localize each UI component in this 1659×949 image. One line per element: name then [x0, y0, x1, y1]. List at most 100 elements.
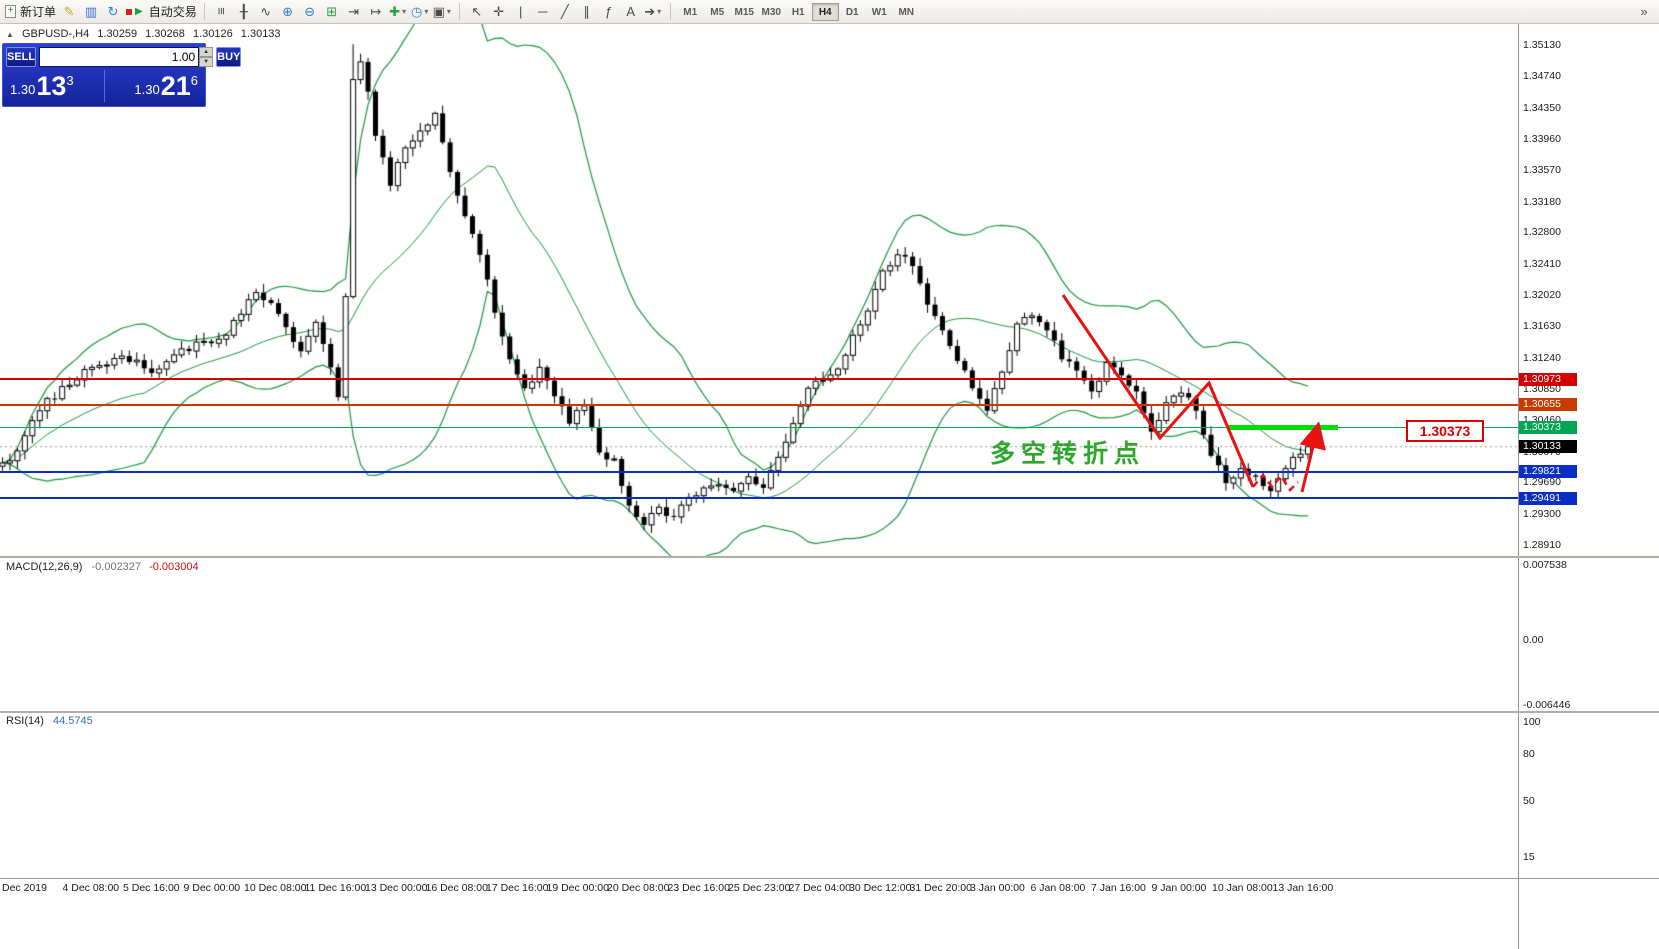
market-watch-icon[interactable]: ▥	[80, 2, 102, 22]
toolbar-overflow-icon[interactable]: »	[1633, 2, 1655, 22]
dropdown-caret-icon[interactable]: ▾	[402, 7, 407, 17]
buy-price-big: 21	[160, 70, 191, 101]
chart-icon: ▲	[6, 30, 14, 39]
date-axis-label: 9 Jan 00:00	[1151, 882, 1207, 894]
price-axis-tick: 1.29690	[1523, 476, 1561, 489]
hline-1.30655[interactable]	[0, 403, 1518, 406]
zoom-in-icon[interactable]: ⊕	[277, 2, 299, 22]
hline-1.29491[interactable]	[0, 497, 1518, 500]
sell-button[interactable]: SELL	[6, 47, 37, 67]
volume-decrease-button[interactable]: ▼	[199, 57, 214, 67]
autotrading-play-icon: ▶	[135, 6, 143, 17]
volume-box: ▲ ▼	[39, 47, 214, 67]
hline-1.29821[interactable]	[0, 470, 1518, 473]
date-axis-label: 7 Jan 16:00	[1091, 882, 1146, 894]
timeframe-d1[interactable]: D1	[839, 3, 866, 21]
buy-button[interactable]: BUY	[216, 47, 242, 67]
chart-canvas[interactable]	[0, 24, 1659, 949]
price-axis-tick: 1.33180	[1523, 195, 1561, 208]
chart-workspace: 多空转折点 1.30373 ▲ GBPUSD-,H4 1.30259 1.302…	[0, 24, 1659, 949]
price-axis-tick: 1.31630	[1523, 320, 1561, 333]
date-axis-label: 6 Jan 08:00	[1030, 882, 1086, 894]
date-axis-label: 5 Dec 16:00	[123, 882, 180, 894]
metaeditor-icon[interactable]: ✎	[58, 2, 80, 22]
indicators-icon[interactable]: ✚ ▾	[387, 2, 409, 22]
line-chart-icon[interactable]: ∿	[255, 2, 277, 22]
bar-chart-icon[interactable]: ≡	[212, 0, 232, 22]
timeframe-m30[interactable]: M30	[758, 3, 785, 21]
date-axis-label: 20 Dec 08:00	[607, 882, 670, 894]
timeframe-m5[interactable]: M5	[704, 3, 731, 21]
timeframe-mn[interactable]: MN	[893, 3, 920, 21]
refresh-icon[interactable]: ↻	[102, 2, 124, 22]
rsi-axis-tick: 80	[1523, 747, 1535, 760]
macd-axis-tick: -0.006446	[1523, 699, 1571, 711]
one-click-trading-panel: SELL ▲ ▼ BUY 1.30 13 3 1.30	[2, 43, 242, 107]
equidistant-channel-icon[interactable]: ∥	[576, 2, 598, 22]
price-callout-value: 1.30373	[1419, 423, 1471, 440]
crosshair-icon[interactable]: ✛	[488, 2, 510, 22]
timeframe-m15[interactable]: M15	[731, 3, 758, 21]
fibonacci-icon[interactable]: ƒ	[598, 1, 620, 21]
date-axis-label: 31 Dec 20:00	[909, 882, 972, 894]
price-axis-tick: 1.34740	[1523, 70, 1561, 83]
zoom-out-icon[interactable]: ⊖	[299, 2, 321, 22]
hline-1.30973[interactable]	[0, 378, 1518, 381]
timeframes-group: M1 M5 M15 M30 H1 H4 D1 W1 MN	[677, 2, 920, 22]
macd-axis-tick: 0.00	[1523, 634, 1544, 647]
tile-windows-icon[interactable]: ⊞	[321, 2, 343, 22]
date-axis-label: 19 Dec 00:00	[546, 882, 609, 894]
timeframe-h4[interactable]: H4	[811, 3, 839, 22]
text-icon[interactable]: A	[620, 1, 642, 21]
dropdown-caret-icon[interactable]: ▾	[446, 7, 451, 17]
candlestick-chart-icon[interactable]: ╂	[233, 2, 255, 22]
timeframe-h1[interactable]: H1	[785, 3, 812, 21]
new-order-button[interactable]: + 新订单	[4, 2, 57, 22]
templates-icon[interactable]: ▣ ▾	[431, 2, 453, 22]
price-axis[interactable]	[1519, 24, 1659, 949]
price-badge-1.30373: 1.30373	[1519, 420, 1577, 434]
price-axis-tick: 1.34350	[1523, 101, 1561, 114]
macd-signal-value: -0.003004	[149, 561, 199, 573]
volume-increase-button[interactable]: ▲	[199, 47, 214, 57]
price-axis-tick: 1.35130	[1523, 39, 1561, 51]
cursor-icon[interactable]: ↖	[466, 2, 488, 22]
price-axis-tick: 1.32410	[1523, 257, 1561, 270]
date-axis-label: 27 Dec 04:00	[788, 882, 851, 894]
hline-1.30373[interactable]	[0, 426, 1518, 428]
toolbar: + 新订单 ✎ ▥ ↻ ▶ 自动交易 ≡ ╂ ∿ ⊕ ⊖ ⊞ ⇥ ↦ ✚ ▾ ◷ ▾ ▣ ▾ ↖ ✛ | ─ ╱ ∥ ƒ A…	[0, 0, 1659, 24]
date-axis-label: 10 Dec 08:00	[244, 882, 307, 894]
panel-splitter-rsi[interactable]	[0, 711, 1659, 713]
trade-panel-controls: SELL ▲ ▼ BUY	[6, 46, 242, 68]
price-badge-1.29491: 1.29491	[1519, 491, 1577, 505]
date-axis-label: Dec 2019	[2, 882, 47, 894]
auto-scroll-icon[interactable]: ⇥	[343, 2, 365, 22]
volume-spinner: ▲ ▼	[199, 47, 214, 67]
price-axis-border	[1518, 24, 1519, 949]
trendline-icon[interactable]: ╱	[554, 2, 576, 22]
autotrading-button[interactable]: ▶ 自动交易	[125, 2, 198, 22]
volume-input[interactable]	[39, 47, 200, 67]
price-badge-1.30655: 1.30655	[1519, 398, 1577, 412]
timeframe-w1[interactable]: W1	[866, 3, 893, 21]
horizontal-line-icon[interactable]: ─	[532, 1, 554, 21]
support-zone[interactable]	[1228, 424, 1338, 430]
rsi-axis-tick: 50	[1523, 795, 1535, 808]
dropdown-caret-icon[interactable]: ▾	[657, 7, 662, 17]
price-axis-tick: 1.28910	[1523, 539, 1561, 551]
trade-panel-prices: 1.30 13 3 1.30 21 6	[6, 68, 202, 104]
arrows-icon[interactable]: ➔ ▾	[642, 2, 664, 22]
date-axis-label: 4 Dec 08:00	[62, 882, 120, 894]
price-callout[interactable]: 1.30373	[1406, 420, 1484, 443]
date-axis-label: 10 Jan 08:00	[1212, 882, 1273, 894]
price-axis-tick: 1.29300	[1523, 507, 1561, 520]
timeframe-m1[interactable]: M1	[677, 3, 704, 21]
dropdown-caret-icon[interactable]: ▾	[424, 7, 429, 17]
vertical-line-icon[interactable]: |	[510, 1, 532, 21]
chart-shift-icon[interactable]: ↦	[365, 2, 387, 22]
date-axis-label: 13 Jan 16:00	[1272, 882, 1334, 894]
periods-icon[interactable]: ◷ ▾	[409, 2, 431, 22]
date-axis-label: 9 Dec 00:00	[183, 882, 241, 894]
panel-splitter-macd[interactable]	[0, 556, 1659, 558]
line-studies-group: ↖ ✛ | ─ ╱ ∥ ƒ A ➔ ▾	[466, 1, 664, 22]
